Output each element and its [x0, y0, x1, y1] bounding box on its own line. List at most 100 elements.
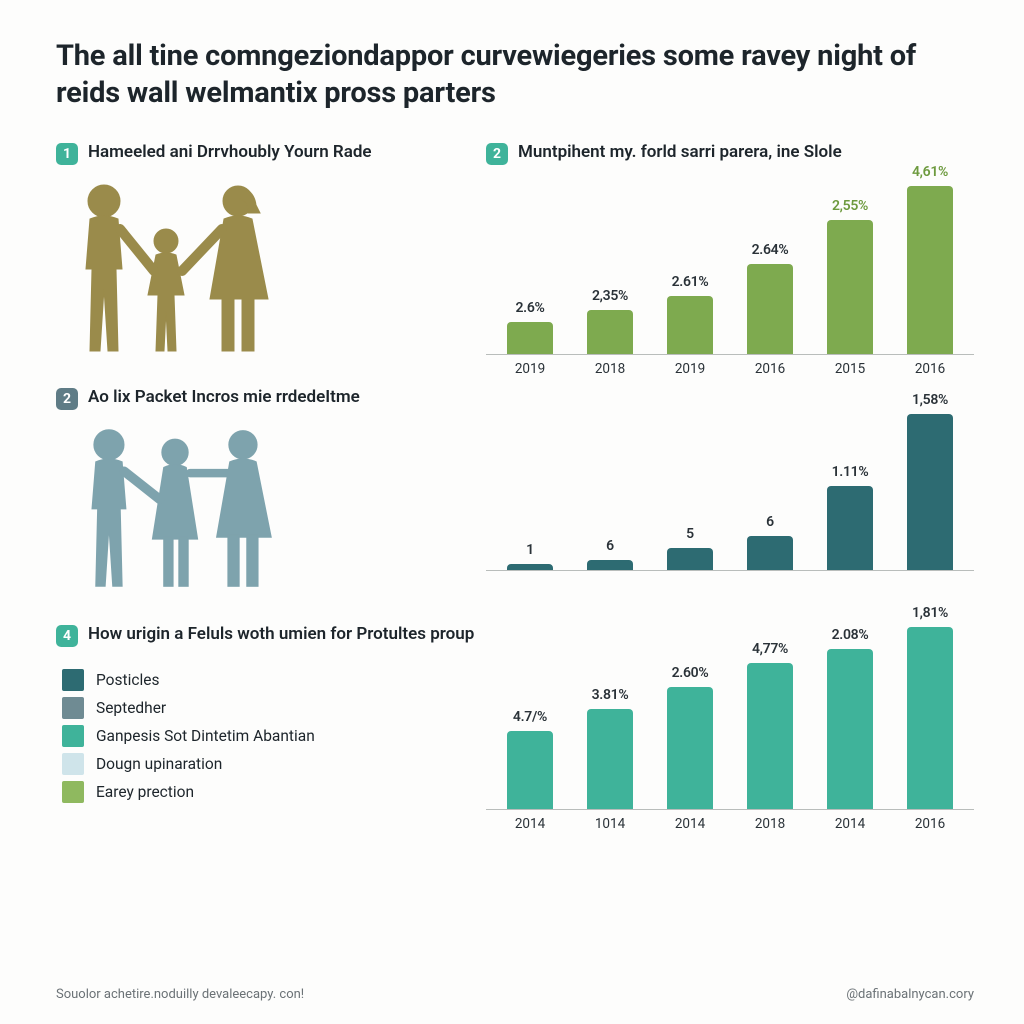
bar — [587, 310, 633, 354]
bar — [507, 564, 553, 570]
section-2: 2 Muntpihent my. forld sarri parera, ine… — [486, 142, 974, 377]
chart-2: 16561.11%1,58% — [486, 411, 974, 571]
bar-cell: 1 — [490, 542, 570, 570]
bar-value-label: 1 — [526, 542, 534, 558]
bar-cell: 1.11% — [810, 464, 890, 570]
bar-value-label: 1,81% — [912, 605, 948, 621]
bar-value-label: 4.7/% — [513, 709, 547, 725]
bar-value-label: 2.08% — [832, 627, 869, 643]
bar — [827, 649, 873, 809]
legend-item: Septedher — [62, 697, 486, 719]
section-1: 1 Hameeled ani Drrvhoubly Yourn Rade — [56, 142, 486, 377]
bar-value-label: 4,77% — [752, 641, 788, 657]
x-tick: 2018 — [730, 816, 810, 832]
family-figures-2 — [62, 424, 486, 592]
bar-value-label: 1.11% — [832, 464, 869, 480]
bar — [587, 560, 633, 570]
legend-item: Posticles — [62, 669, 486, 691]
section-4-header: 4 How urigin a Feluls woth umien for Pro… — [56, 624, 486, 647]
x-tick: 2016 — [890, 361, 970, 377]
legend-item: Earey prection — [62, 781, 486, 803]
bar-value-label: 2.6% — [515, 300, 544, 316]
legend-label: Ganpesis Sot Dintetim Abantian — [96, 727, 315, 745]
chart-2-col: 16561.11%1,58% — [486, 387, 974, 610]
section-4-title: How urigin a Feluls woth umien for Protu… — [88, 624, 474, 646]
x-tick: 2014 — [650, 816, 730, 832]
bar — [747, 264, 793, 354]
chart-1: 2.6%2,35%2.61%2.64%2,55%4,61%20192018201… — [486, 179, 974, 377]
section-4-badge: 4 — [56, 625, 78, 647]
bar-cell: 1,81% — [890, 605, 970, 809]
section-3-header: 2 Ao lix Packet Incros mie rrdedeItme — [56, 387, 486, 410]
legend-label: Septedher — [96, 699, 166, 717]
family-figures-1 — [62, 179, 486, 357]
bar-cell: 4,61% — [890, 164, 970, 354]
x-axis: 201410142014201820142016 — [486, 810, 974, 832]
bar-value-label: 6 — [606, 538, 614, 554]
bar-cell: 2.08% — [810, 627, 890, 809]
bar — [587, 709, 633, 809]
bar-cell: 5 — [650, 526, 730, 570]
legend-item: Ganpesis Sot Dintetim Abantian — [62, 725, 486, 747]
bar-value-label: 4,61% — [912, 164, 948, 180]
section-1-badge: 1 — [56, 143, 78, 165]
section-3-badge: 2 — [56, 388, 78, 410]
bar-cell: 2,35% — [570, 288, 650, 354]
bar-cell: 1,58% — [890, 392, 970, 570]
bar-cell: 2,55% — [810, 198, 890, 354]
bar — [907, 414, 953, 570]
bar — [667, 296, 713, 354]
bar — [507, 731, 553, 809]
bar-cell: 2.6% — [490, 300, 570, 354]
legend-swatch — [62, 669, 84, 691]
legend: Posticles Septedher Ganpesis Sot Dintetim … — [62, 669, 486, 803]
bar — [907, 186, 953, 354]
section-1-header: 1 Hameeled ani Drrvhoubly Yourn Rade — [56, 142, 486, 165]
bar-value-label: 2.60% — [672, 665, 709, 681]
row-3: 4 How urigin a Feluls woth umien for Pro… — [56, 624, 974, 832]
people-icon — [62, 424, 322, 592]
section-4: 4 How urigin a Feluls woth umien for Pro… — [56, 624, 486, 832]
legend-item: Dougn upinaration — [62, 753, 486, 775]
page-title: The all tine comngeziondappor curvewiege… — [56, 38, 974, 112]
footer: Souolor achetire.noduilly devaleecapy. c… — [56, 987, 974, 1002]
footer-credit: @dafinabalnycan.cory — [846, 987, 974, 1002]
bar-value-label: 3.81% — [592, 687, 629, 703]
chart-3: 4.7/%3.81%2.60%4,77%2.08%1,81%2014101420… — [486, 624, 974, 832]
section-1-title: Hameeled ani Drrvhoubly Yourn Rade — [88, 142, 372, 164]
section-2-header: 2 Muntpihent my. forld sarri parera, ine… — [486, 142, 974, 165]
chart-3-col: 4.7/%3.81%2.60%4,77%2.08%1,81%2014101420… — [486, 624, 974, 832]
bar — [747, 663, 793, 809]
bar-value-label: 2,35% — [592, 288, 628, 304]
legend-swatch — [62, 697, 84, 719]
x-tick: 2014 — [490, 816, 570, 832]
bar — [667, 687, 713, 809]
legend-label: Posticles — [96, 671, 159, 689]
legend-swatch — [62, 781, 84, 803]
x-tick: 2014 — [810, 816, 890, 832]
row-2: 2 Ao lix Packet Incros mie rrdedeItme — [56, 387, 974, 610]
x-tick: 2016 — [730, 361, 810, 377]
bar-cell: 6 — [730, 514, 810, 570]
bar — [827, 486, 873, 570]
section-3: 2 Ao lix Packet Incros mie rrdedeItme — [56, 387, 486, 610]
x-tick: 2019 — [490, 361, 570, 377]
bar — [747, 536, 793, 570]
x-tick: 2018 — [570, 361, 650, 377]
footer-source: Souolor achetire.noduilly devaleecapy. c… — [56, 987, 304, 1002]
legend-label: Earey prection — [96, 783, 194, 801]
x-axis: 201920182019201620152016 — [486, 355, 974, 377]
x-tick: 2016 — [890, 816, 970, 832]
bar-cell: 2.61% — [650, 274, 730, 354]
bar-cell: 2.64% — [730, 242, 810, 354]
bar — [907, 627, 953, 809]
row-1: 1 Hameeled ani Drrvhoubly Yourn Rade — [56, 142, 974, 377]
bar-cell: 6 — [570, 538, 650, 570]
bar-cell: 2.60% — [650, 665, 730, 809]
legend-swatch — [62, 753, 84, 775]
section-2-title: Muntpihent my. forld sarri parera, ine S… — [518, 142, 842, 164]
section-2-badge: 2 — [486, 143, 508, 165]
bar-value-label: 2.61% — [672, 274, 709, 290]
bar-value-label: 2.64% — [752, 242, 789, 258]
bar — [827, 220, 873, 354]
